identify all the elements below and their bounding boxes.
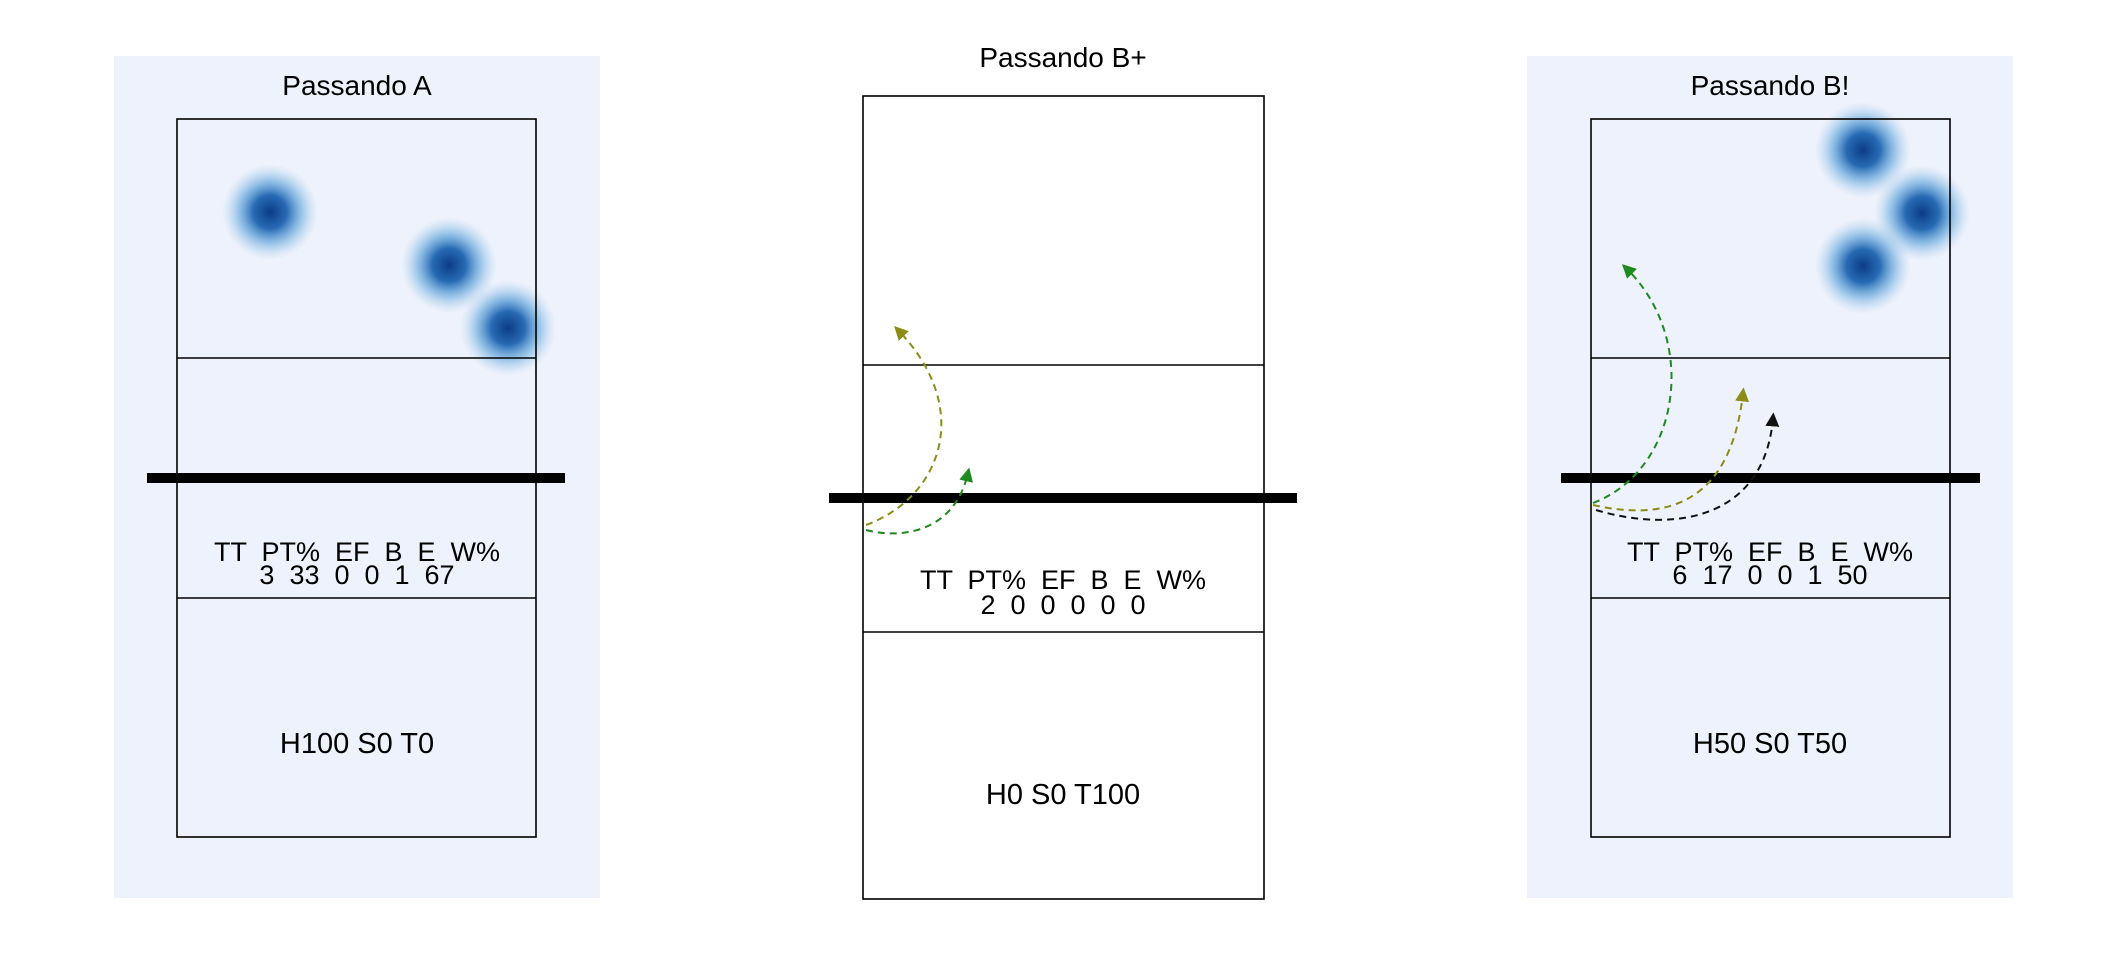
trajectory-arrow-green xyxy=(1592,264,1673,504)
trajectories xyxy=(1592,264,1780,521)
stats-header: TT PT% EF B E W% xyxy=(214,537,500,567)
stats-values: 2 0 0 0 0 0 xyxy=(980,590,1145,620)
heat-spot xyxy=(1815,102,1911,198)
heatmap xyxy=(1815,102,1970,314)
heat-spot xyxy=(401,217,497,313)
trajectory-arrow-olive xyxy=(1592,387,1750,512)
stats-values: 3 33 0 0 1 67 xyxy=(259,560,454,590)
panel-passando-b-plus: Passando B+ TT PT% EF B E W% 2 0 0 0 0 0… xyxy=(829,42,1297,900)
panel-title: Passando B! xyxy=(1691,70,1850,101)
heat-spot xyxy=(460,280,556,376)
panel-passando-a: Passando A TT PT% EF B E W% 3 33 0 0 1 6… xyxy=(114,56,600,898)
trajectories xyxy=(865,325,973,535)
heatmap xyxy=(222,164,556,376)
heat-spot xyxy=(1815,218,1911,314)
panel-title: Passando B+ xyxy=(979,42,1146,73)
heat-spot xyxy=(222,164,318,260)
stats-header: TT PT% EF B E W% xyxy=(920,565,1206,595)
zone-summary: H100 S0 T0 xyxy=(280,728,434,760)
panel-title: Passando A xyxy=(282,70,432,101)
stats-values: 6 17 0 0 1 50 xyxy=(1672,560,1867,590)
panel-passando-b-excl: Passando B! TT PT% EF B E W% 6 17 0 0 1 … xyxy=(1527,56,2013,898)
zone-summary: H50 S0 T50 xyxy=(1693,728,1847,760)
trajectory-arrow-olive xyxy=(865,325,943,526)
trajectory-arrow-green xyxy=(865,467,973,535)
stats-header: TT PT% EF B E W% xyxy=(1627,537,1913,567)
zone-summary: H0 S0 T100 xyxy=(986,779,1140,811)
